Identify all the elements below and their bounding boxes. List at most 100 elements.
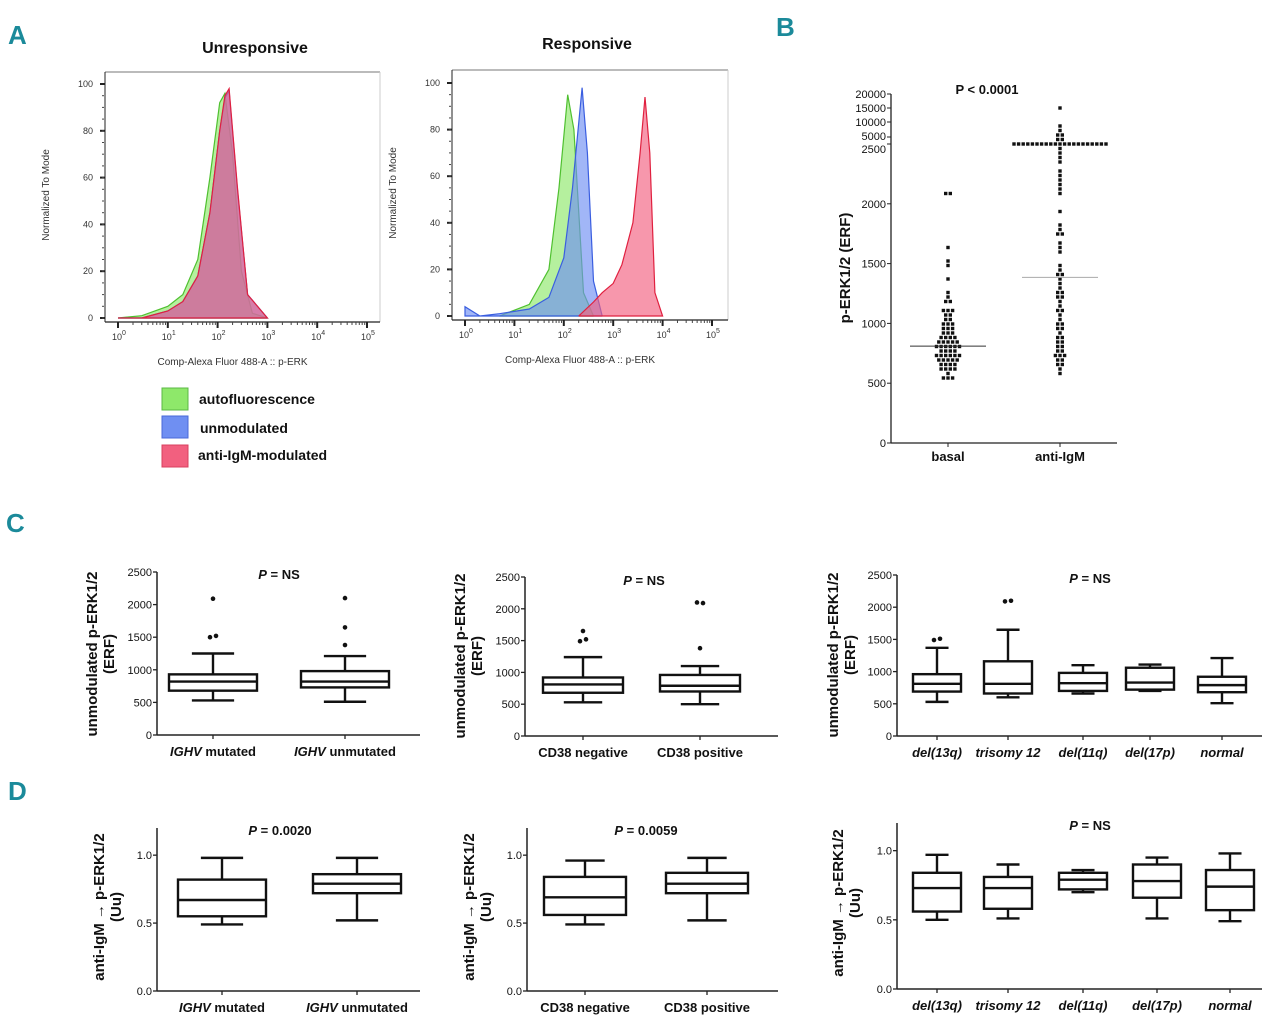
y-axis-label: anti-IgM → p-ERK1/2(Uu) <box>91 833 125 981</box>
p-value-label: P = NS <box>258 567 300 582</box>
data-point <box>1058 268 1062 272</box>
data-point <box>950 358 955 362</box>
data-point <box>941 326 946 331</box>
data-point <box>1060 137 1064 142</box>
boxplot-c1: 0 500 1000 1500 2000 2500 P = NS unmodulated p-… <box>84 567 420 759</box>
x-tick-exponent: 1 <box>518 328 522 335</box>
x-category-label: IGHV mutated <box>170 744 256 759</box>
outlier-point <box>577 638 583 644</box>
data-point <box>946 326 950 331</box>
data-point <box>953 349 957 353</box>
chart-title: Responsive <box>542 36 632 53</box>
y-tick-label: 500 <box>502 699 520 711</box>
data-point <box>941 376 946 380</box>
data-point <box>944 335 948 340</box>
p-value-label: P = 0.0020 <box>248 823 311 838</box>
y-tick-label: 0.0 <box>877 984 892 996</box>
y-tick-label: 1500 <box>868 634 892 646</box>
y-tick-label: 0.5 <box>137 918 152 930</box>
data-point <box>1058 128 1062 133</box>
category-italic-part: trisomy 12 <box>975 998 1041 1013</box>
data-point <box>1104 142 1108 146</box>
data-point <box>946 290 950 295</box>
data-point <box>946 322 950 326</box>
data-point <box>1056 133 1060 137</box>
p-value-label: P = NS <box>1069 818 1111 833</box>
data-point <box>948 349 952 353</box>
y-tick-label: 0 <box>880 438 886 450</box>
x-tick-label: 100 <box>112 330 126 342</box>
data-point <box>1060 290 1064 295</box>
category-text-part: unmutated <box>338 1000 408 1015</box>
x-tick-label: 101 <box>508 328 522 340</box>
x-tick-label: 103 <box>261 330 275 342</box>
data-point <box>1056 232 1060 236</box>
p-value: = NS <box>1078 571 1111 586</box>
y-axis-label-line: anti-IgM → p-ERK1/2 <box>91 833 108 981</box>
y-tick-label: 20 <box>430 264 440 274</box>
x-tick-label: 105 <box>706 328 720 340</box>
y-axis-label: Normalized To Mode <box>41 149 52 241</box>
x-tick-label: 102 <box>558 328 572 340</box>
data-point <box>1060 340 1064 344</box>
data-point <box>944 317 948 322</box>
outlier-point <box>1008 598 1014 604</box>
x-tick-exponent: 5 <box>716 328 720 335</box>
boxplot-d1: 0.0 0.5 1.0 P = 0.0020 anti-IgM → p-ERK1/2(U… <box>91 823 420 1015</box>
y-tick-label: 0 <box>88 313 93 323</box>
data-point <box>937 340 941 344</box>
data-point <box>1058 331 1062 335</box>
x-tick-label: 101 <box>162 330 176 342</box>
y-tick-label: 2000 <box>128 600 152 612</box>
data-point <box>946 308 950 313</box>
x-tick-exponent: 0 <box>122 330 126 337</box>
x-category-label: del(11q) <box>1059 998 1108 1013</box>
outlier-point <box>583 637 589 642</box>
legend: autofluorescence unmodulated anti-IgM-mo… <box>161 387 327 468</box>
x-category-label: CD38 positive <box>657 745 743 760</box>
boxplot-c2: 0 500 1000 1500 2000 2500 P = NS unmodulated p-… <box>452 572 778 760</box>
y-axis-label-line: anti-IgM → p-ERK1/2 <box>461 833 478 981</box>
data-point <box>944 299 948 304</box>
x-category-label: del(13q) <box>912 745 962 760</box>
data-point <box>1058 317 1062 322</box>
box-iqr <box>1057 671 1109 693</box>
histogram-series-anti-IgM-modulated <box>578 96 664 317</box>
x-category-label: CD38 positive <box>664 1000 750 1015</box>
p-value-label: P = 0.0059 <box>614 823 677 838</box>
data-point <box>941 322 946 326</box>
y-tick-label: 40 <box>83 219 93 229</box>
data-point <box>1058 169 1062 173</box>
y-tick-label: 0.0 <box>507 986 522 998</box>
y-axis-label-line: (ERF) <box>469 636 486 676</box>
x-tick-exponent: 0 <box>469 328 473 335</box>
x-tick-exponent: 2 <box>222 330 226 337</box>
data-point <box>1058 304 1062 308</box>
y-tick-label: 60 <box>83 173 93 183</box>
x-category-label: del(17p) <box>1125 745 1175 760</box>
y-tick-label: 0 <box>435 311 440 321</box>
x-tick-label: 100 <box>459 328 473 340</box>
p-value: = NS <box>1078 818 1111 833</box>
data-point <box>946 371 950 376</box>
x-category-label: trisomy 12 <box>975 998 1041 1013</box>
data-point <box>1058 124 1062 128</box>
p-symbol: P <box>623 573 632 588</box>
y-tick-label: 2000 <box>496 604 520 616</box>
data-point <box>1058 191 1062 196</box>
data-point <box>953 367 957 371</box>
data-point <box>1058 277 1062 281</box>
x-tick-exponent: 1 <box>172 330 176 337</box>
data-point <box>1056 349 1060 353</box>
box-iqr <box>911 871 963 913</box>
data-point <box>1058 286 1062 290</box>
box-iqr <box>1124 666 1176 691</box>
y-tick-label: 0.5 <box>877 915 892 927</box>
y-tick-label: 1.0 <box>877 846 892 858</box>
data-point <box>1060 326 1064 331</box>
category-italic-part: normal <box>1200 745 1244 760</box>
data-point <box>941 340 946 344</box>
data-point <box>950 326 955 331</box>
data-point <box>1099 142 1104 146</box>
data-point <box>1058 299 1062 304</box>
